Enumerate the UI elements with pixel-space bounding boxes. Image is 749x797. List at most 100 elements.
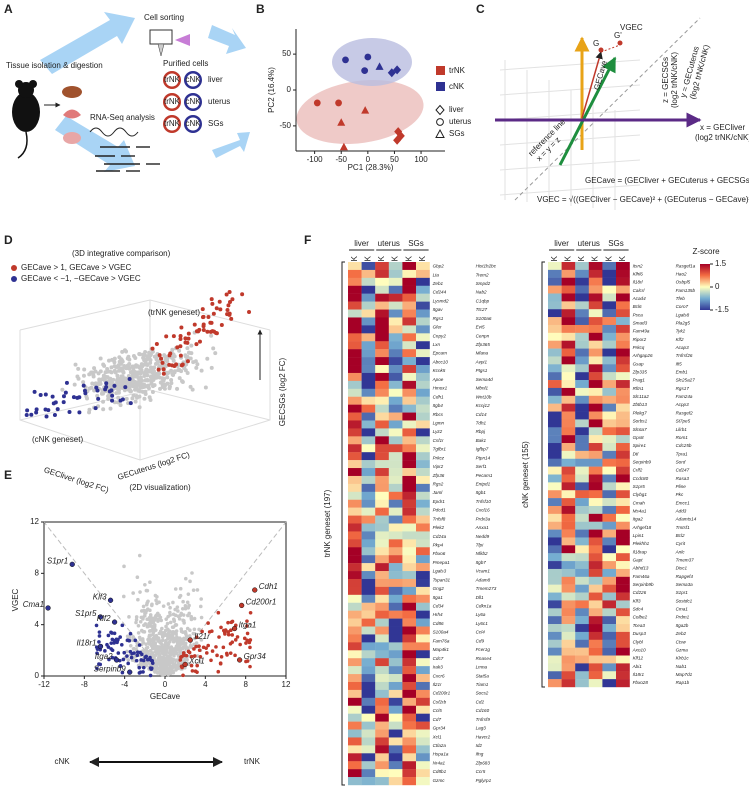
heat-cell — [388, 483, 403, 493]
decor-dot — [189, 343, 194, 348]
axis-label: GECuterus (log2 FC) — [116, 450, 191, 482]
heat-cell — [616, 584, 630, 593]
decor-dot — [143, 369, 148, 374]
decor-dot — [115, 377, 120, 382]
decor-dot — [139, 661, 143, 666]
decor-dot — [188, 579, 192, 584]
gene-label: Rnase4 — [476, 656, 492, 661]
heat-cell — [602, 679, 617, 688]
heat-cell — [588, 262, 603, 271]
axis-label: GECSGs (log2 FC) — [278, 357, 287, 426]
decor-dot — [180, 606, 185, 611]
heat-cell — [348, 547, 362, 556]
decor-dot — [204, 651, 209, 655]
decor-dot — [119, 366, 124, 371]
heat-cell — [361, 650, 376, 659]
heat-cell — [375, 681, 389, 691]
gene-label: Cxcr6 — [433, 673, 445, 678]
legend-label: GECave < −1, −GECave > VGEC — [21, 274, 141, 283]
heat-cell — [361, 277, 376, 286]
heat-cell — [348, 436, 362, 445]
heat-cell — [548, 443, 562, 452]
decor-dot — [190, 571, 194, 575]
decor-dot — [178, 334, 183, 339]
gene-label: Pdcd1 — [433, 508, 446, 513]
gene-label: Ptgs1 — [476, 368, 488, 373]
heat-cell — [375, 713, 389, 722]
gene-label: Xcl1 — [432, 734, 442, 739]
heat-cell — [361, 491, 376, 500]
decor-dot — [142, 662, 147, 667]
heat-cell — [548, 474, 562, 483]
legend-swatch — [436, 66, 445, 75]
heat-cell — [348, 309, 362, 318]
decor-dot — [245, 638, 249, 643]
decor-dot — [140, 389, 145, 394]
gene-label: Cd14 — [476, 412, 487, 417]
gene-label: Epdr1 — [433, 499, 446, 504]
gene-label: Clybl — [633, 639, 644, 644]
decor-dot — [164, 664, 169, 669]
decor-dot — [214, 645, 218, 649]
gene-label: Tmem273 — [476, 586, 497, 591]
gene-label: Map4k1 — [433, 647, 450, 652]
heat-cell — [375, 365, 389, 374]
point-label: Il18r1 — [76, 639, 96, 648]
decor-dot — [164, 334, 169, 339]
heat-cell — [375, 578, 389, 588]
heat-cell — [388, 468, 403, 477]
decor-dot — [123, 376, 128, 381]
heat-cell — [416, 689, 430, 699]
gene-label: Gzma — [676, 647, 689, 652]
heat-cell — [348, 262, 362, 271]
decor-dot — [104, 381, 109, 386]
heat-cell — [616, 324, 630, 334]
heat-cell — [588, 600, 603, 609]
heat-cell — [575, 482, 589, 491]
decor-dot — [124, 379, 129, 384]
heat-cell — [402, 761, 417, 770]
decor-dot — [192, 627, 197, 632]
heat-cell — [388, 475, 403, 485]
heat-cell — [402, 705, 417, 714]
heat-cell — [388, 539, 403, 548]
heat-cell — [375, 610, 389, 619]
decor-dot — [103, 374, 108, 379]
gene-label: Il18rap — [633, 549, 647, 554]
heat-cell — [616, 285, 630, 294]
heat-cell — [616, 262, 630, 271]
heat-cell — [375, 293, 389, 302]
heat-cell — [375, 372, 389, 382]
heat-cell — [402, 269, 417, 279]
heat-cell — [375, 777, 389, 786]
heat-cell — [348, 475, 362, 485]
decor-dot — [81, 383, 86, 388]
cell-core — [186, 117, 200, 131]
decor-dot — [209, 297, 214, 302]
heat-cell — [575, 293, 589, 302]
gene-label: Gbp2 — [433, 264, 445, 269]
decor-dot — [96, 396, 101, 401]
gene-label: Rgs1 — [433, 316, 444, 321]
heat-cell — [361, 777, 376, 786]
heat-cell — [388, 586, 403, 596]
heat-cell — [388, 301, 403, 310]
heat-cell — [348, 769, 362, 778]
heat-cell — [361, 705, 376, 714]
decor-dot — [134, 615, 139, 619]
heat-cell — [548, 427, 562, 436]
heat-cell — [575, 671, 589, 680]
bracket — [341, 261, 345, 786]
decor-dot — [145, 607, 150, 612]
heat-cell — [348, 499, 362, 508]
heat-cell — [616, 513, 630, 522]
decor-dot — [61, 394, 66, 399]
heat-cell — [616, 317, 630, 326]
decor-dot — [159, 642, 164, 646]
decor-dot — [77, 410, 82, 415]
heat-cell — [361, 610, 376, 619]
decor-dot — [103, 387, 108, 392]
decor-dot — [169, 355, 174, 360]
heat-cell — [361, 523, 376, 532]
flow-arrow — [208, 25, 246, 54]
